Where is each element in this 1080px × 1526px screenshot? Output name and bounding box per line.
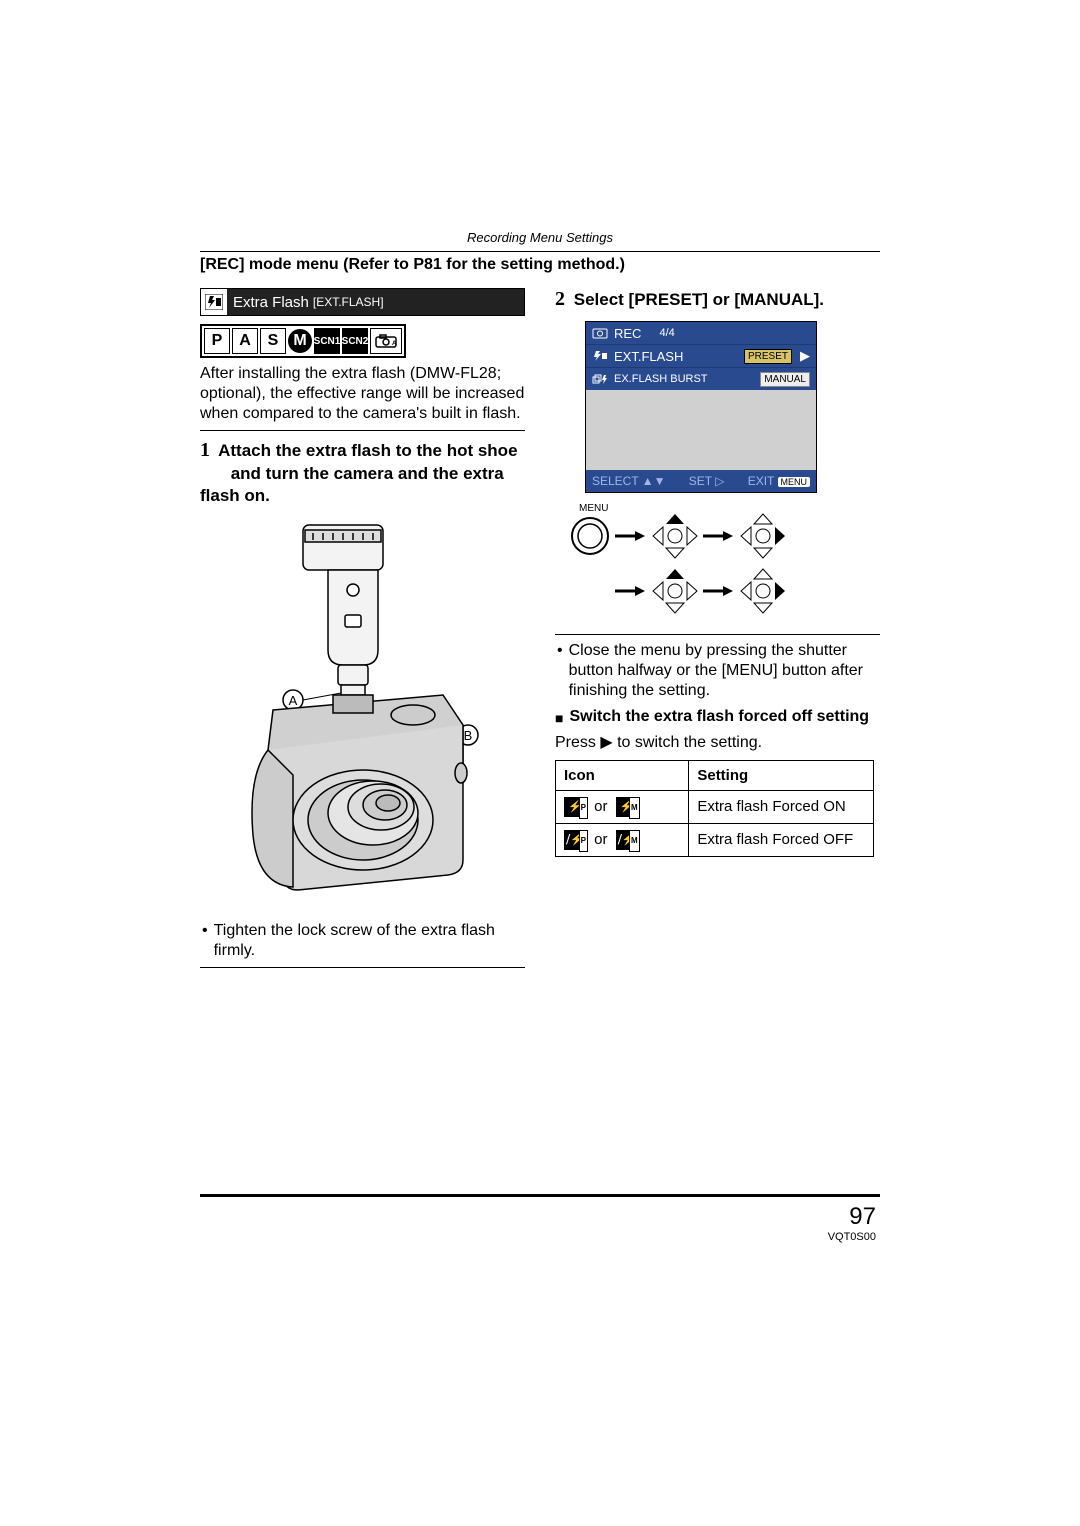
tighten-note: Tighten the lock screw of the extra flas… <box>200 921 525 961</box>
switch-heading: Switch the extra flash forced off settin… <box>555 707 880 728</box>
step1-num: 1 <box>200 439 210 461</box>
camera-illustration: A B <box>213 515 513 915</box>
divider <box>200 430 525 431</box>
mode-m: M <box>288 329 312 353</box>
section-header: Extra Flash [EXT.FLASH] <box>200 288 525 316</box>
section-title: Extra Flash <box>233 294 309 311</box>
divider <box>200 967 525 968</box>
svg-text:A: A <box>288 693 297 708</box>
setting-table: Icon Setting ⚡P or ⚡M Extra flash Forced… <box>555 760 874 857</box>
menu-row2-opt: MANUAL <box>760 372 810 387</box>
menu-row2-label: EX.FLASH BURST <box>614 373 754 385</box>
top-rule <box>200 251 880 252</box>
menu-footer: SELECT ▲▼ SET ▷ EXIT MENU <box>586 470 816 492</box>
mode-ia: A <box>370 328 402 354</box>
step1-text-b: and turn the camera and the extra flash … <box>200 464 504 505</box>
rec-mode-note: [REC] mode menu (Refer to P81 for the se… <box>200 256 880 274</box>
menu-row-extflash: EXT.FLASH PRESET ▶ <box>586 344 816 367</box>
th-icon: Icon <box>556 760 689 790</box>
breadcrumb-section: Recording Menu Settings <box>200 230 880 245</box>
section-code: [EXT.FLASH] <box>313 295 384 309</box>
step2: 2 Select [PRESET] or [MANUAL]. <box>555 288 880 311</box>
step1: 1 Attach the extra flash to the hot shoe… <box>200 437 525 507</box>
setting-off: Extra flash Forced OFF <box>689 823 873 856</box>
menu-header: REC 4/4 <box>586 322 816 344</box>
mode-strip: P A S M SCN1 SCN2 A <box>200 324 406 358</box>
setting-on: Extra flash Forced ON <box>689 790 873 823</box>
press-line: Press ▶ to switch the setting. <box>555 732 880 752</box>
menu-rec: REC <box>614 326 641 341</box>
flash-on-m-icon: ⚡M <box>616 797 638 817</box>
menu-row-burst: EX.FLASH BURST MANUAL <box>586 367 816 390</box>
camera-icon <box>592 327 608 339</box>
doc-code: VQT0S00 <box>200 1231 880 1243</box>
footer-rule <box>200 1194 880 1197</box>
flash-icon <box>201 289 227 315</box>
divider <box>555 634 880 635</box>
flash-off-m-icon: ⧸⚡M <box>616 830 638 850</box>
table-row: ⚡P or ⚡M Extra flash Forced ON <box>556 790 874 823</box>
svg-text:MENU: MENU <box>579 503 608 514</box>
menu-pagenum: 4/4 <box>659 327 674 339</box>
flash-off-p-icon: ⧸⚡P <box>564 830 586 850</box>
flash-icon <box>592 350 608 362</box>
step2-text: Select [PRESET] or [MANUAL]. <box>574 290 824 309</box>
menu-empty <box>586 390 816 470</box>
control-diagram: MENU <box>565 501 880 626</box>
page-number: 97 <box>200 1203 880 1231</box>
step2-num: 2 <box>555 288 565 310</box>
svg-text:A: A <box>392 341 397 347</box>
right-arrow-icon: ▶ <box>800 348 810 364</box>
intro-text: After installing the extra flash (DMW-FL… <box>200 364 525 424</box>
mode-p: P <box>204 328 230 354</box>
step1-text-a: Attach the extra flash to the hot shoe <box>218 441 517 460</box>
svg-text:B: B <box>463 728 472 743</box>
table-row: ⧸⚡P or ⧸⚡M Extra flash Forced OFF <box>556 823 874 856</box>
th-setting: Setting <box>689 760 873 790</box>
close-note: Close the menu by pressing the shutter b… <box>555 641 880 701</box>
menu-row1-opt: PRESET <box>744 349 792 364</box>
mode-a: A <box>232 328 258 354</box>
burst-icon <box>592 373 608 385</box>
menu-row1-label: EXT.FLASH <box>614 349 738 364</box>
mode-scn2: SCN2 <box>342 328 368 354</box>
camera-menu-screen: REC 4/4 EXT.FLASH PRESET ▶ EX.FLASH BURS… <box>585 321 817 493</box>
mode-s: S <box>260 328 286 354</box>
flash-on-p-icon: ⚡P <box>564 797 586 817</box>
mode-scn1: SCN1 <box>314 328 340 354</box>
